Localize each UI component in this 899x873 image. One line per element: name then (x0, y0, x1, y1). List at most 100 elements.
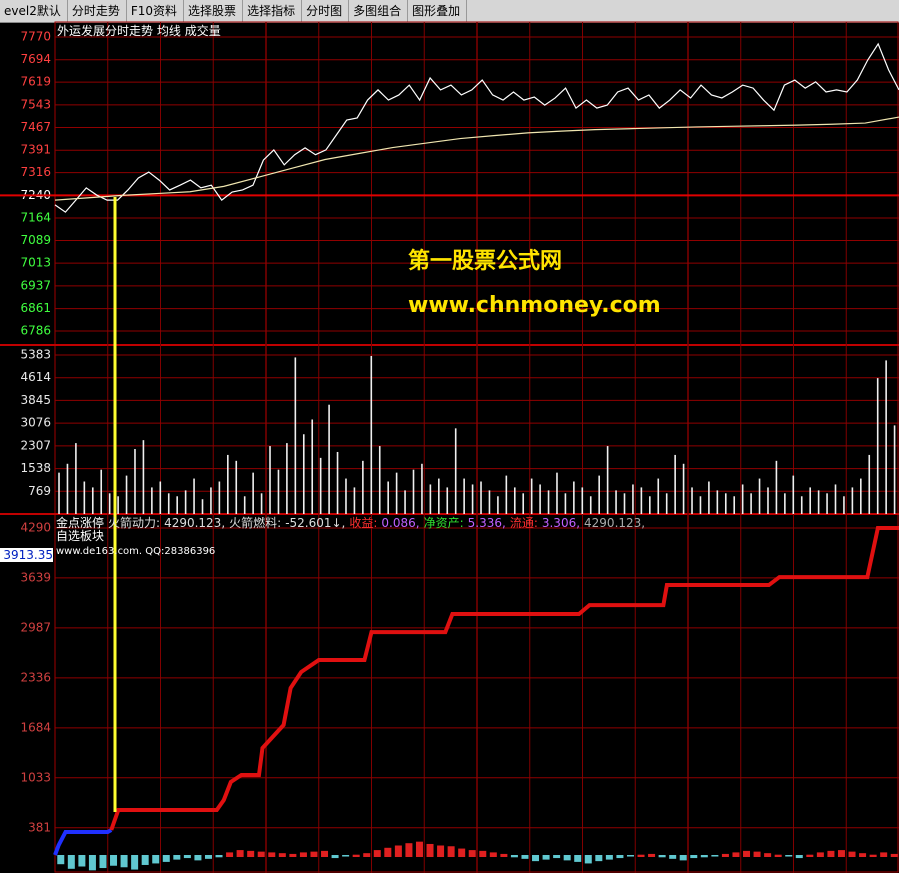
volume-bar (100, 469, 103, 514)
histogram-bar (848, 851, 856, 857)
histogram-bar (268, 852, 276, 857)
volume-bar (277, 469, 280, 514)
volume-bar (809, 487, 811, 514)
volume-bar (370, 355, 373, 514)
volume-bar (471, 484, 474, 514)
histogram-bar (795, 855, 803, 859)
histogram-bar (753, 851, 761, 857)
volume-bar (438, 478, 440, 514)
toolbar-button[interactable]: 图形叠加 (408, 0, 468, 22)
toolbar-button[interactable]: 选择股票 (184, 0, 244, 22)
y-tick-label: 2307 (20, 438, 51, 452)
toolbar-button[interactable]: 多图组合 (349, 0, 409, 22)
volume-bar (522, 493, 525, 514)
volume-bar (573, 481, 575, 514)
y-tick-label: 6786 (20, 324, 51, 338)
histogram-bar (247, 850, 255, 857)
toolbar-button[interactable]: 分时图 (302, 0, 350, 22)
info-value: 4290.123, (584, 516, 646, 530)
histogram-bar (785, 855, 793, 857)
volume-bar (488, 490, 491, 514)
volume-bar (741, 484, 744, 514)
y-tick-label: 4290 (20, 521, 51, 535)
volume-bar (708, 481, 710, 514)
y-tick-label: 7391 (20, 143, 51, 157)
volume-bar (269, 446, 271, 514)
y-tick-label: 7619 (20, 75, 51, 89)
histogram-bar (764, 853, 772, 857)
volume-bar (302, 434, 305, 514)
info-value: 0.086, (381, 516, 420, 530)
volume-bar (362, 460, 364, 514)
histogram-bar (226, 852, 234, 857)
y-tick-label: 6861 (20, 301, 51, 315)
volume-bar (843, 496, 845, 514)
histogram-bar (415, 841, 423, 857)
y-tick-label: 2336 (20, 670, 51, 684)
info-label: 净资产: (423, 516, 464, 530)
volume-bar (454, 428, 457, 514)
y-tick-label: 4614 (20, 370, 51, 384)
histogram-bar (437, 845, 445, 857)
histogram-bar (183, 855, 191, 859)
histogram-bar (162, 855, 170, 862)
histogram-bar (679, 855, 687, 861)
toolbar-button[interactable]: 选择指标 (243, 0, 303, 22)
y-tick-label: 1033 (20, 770, 51, 784)
histogram-bar (204, 855, 212, 859)
histogram-bar (468, 850, 476, 857)
histogram-bar (880, 852, 888, 857)
y-tick-label: 7013 (20, 256, 51, 270)
volume-bar (260, 493, 263, 514)
volume-bar (834, 484, 837, 514)
volume-bar (235, 460, 238, 514)
y-tick-label: 1684 (20, 720, 51, 734)
volume-bar (176, 496, 178, 514)
histogram-bar (816, 852, 824, 857)
volume-bar (319, 457, 322, 514)
volume-bar (784, 493, 786, 514)
histogram-bar (743, 850, 751, 857)
y-tick-label: 7089 (20, 233, 51, 247)
histogram-bar (732, 852, 740, 857)
volume-bar (724, 493, 727, 514)
volume-bar (227, 454, 229, 514)
histogram-bar (321, 850, 329, 857)
toolbar-button[interactable]: evel2默认 (0, 0, 68, 22)
histogram-bar (489, 852, 497, 857)
volume-bar (556, 472, 558, 514)
indicator-line (109, 526, 899, 831)
volume-bar (91, 487, 94, 514)
volume-bar (674, 454, 676, 514)
volume-bar (893, 425, 896, 514)
toolbar-button[interactable]: F10资料 (127, 0, 185, 22)
y-tick-label: 381 (28, 820, 51, 834)
histogram-bar (173, 855, 181, 860)
volume-bar (589, 496, 592, 514)
toolbar-button[interactable]: 分时走势 (68, 0, 127, 22)
histogram-bar (99, 855, 107, 869)
y-tick-label: 7543 (20, 97, 51, 111)
histogram-bar (141, 855, 149, 865)
volume-bar (395, 472, 398, 514)
histogram-bar (658, 855, 666, 858)
histogram-bar (363, 853, 371, 857)
y-tick-label: 2987 (20, 620, 51, 634)
y-tick-label: 3639 (20, 570, 51, 584)
y-tick-label: 7694 (20, 52, 51, 66)
volume-bar (547, 490, 550, 514)
volume-bar (792, 475, 795, 514)
histogram-bar (595, 855, 603, 862)
volume-bar (58, 472, 60, 514)
histogram-bar (394, 845, 402, 857)
y-tick-label: 1538 (20, 461, 51, 475)
histogram-bar (120, 855, 128, 868)
volume-bar (286, 443, 288, 514)
volume-bar (649, 496, 651, 514)
volume-bar (134, 449, 136, 514)
volume-bar (758, 478, 761, 514)
indicator-title: 金点涨停 (56, 516, 105, 530)
volume-bar (167, 493, 170, 514)
info-label: 收益: (349, 516, 378, 530)
indicator-subtitle: 自选板块 (56, 529, 105, 543)
